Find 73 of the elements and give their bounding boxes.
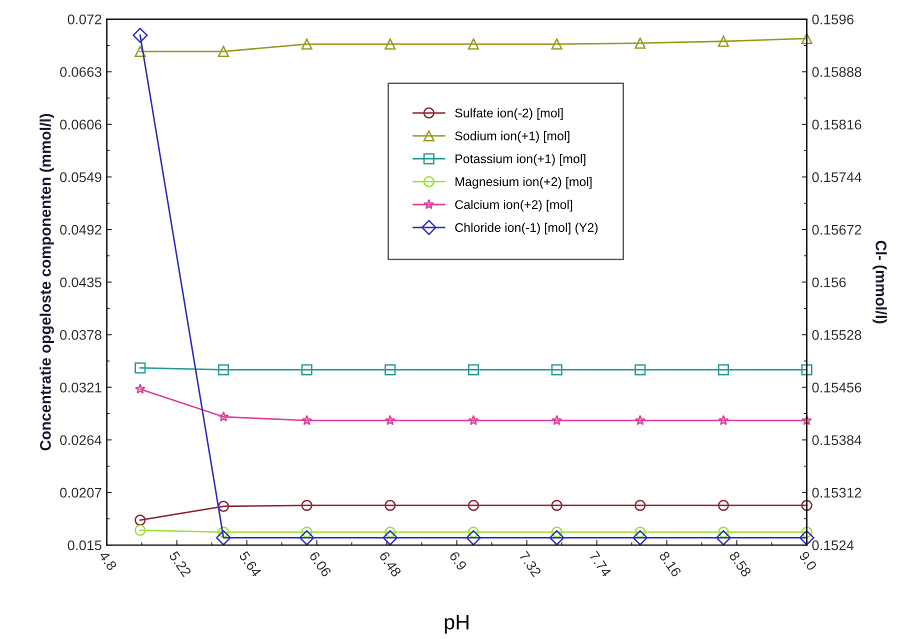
legend-label: Chloride ion(-1) [mol] (Y2) <box>455 222 598 234</box>
point <box>551 364 562 376</box>
point <box>301 364 312 376</box>
point <box>634 364 646 376</box>
y2-tick-label: 0.15888 <box>812 67 862 77</box>
point <box>134 362 146 374</box>
point <box>718 500 730 511</box>
point <box>801 364 812 376</box>
y-tick-label: 0.072 <box>68 14 102 24</box>
legend-label: Magnesium ion(+2) [mol] <box>456 176 592 189</box>
point <box>801 414 812 426</box>
point <box>551 414 562 426</box>
y-tick-label: 0.0549 <box>60 172 102 182</box>
y2-tick-label: 0.1596 <box>812 14 854 24</box>
point <box>384 500 396 511</box>
point <box>384 414 396 426</box>
point <box>468 364 480 376</box>
y-tick-label: 0.015 <box>68 540 102 550</box>
y2-tick-label: 0.1524 <box>812 540 854 550</box>
point <box>468 38 480 50</box>
point <box>301 38 312 50</box>
x-tick-label: 6.9 <box>448 550 468 572</box>
x-tick-label: 4.8 <box>98 550 118 572</box>
y-tick-label: 0.0321 <box>60 382 102 392</box>
point <box>468 500 480 511</box>
x-axis-title: pH <box>444 614 468 634</box>
y-tick-label: 0.0207 <box>60 488 102 498</box>
y2-tick-label: 0.15816 <box>812 120 862 130</box>
point <box>218 46 230 58</box>
y-tick-label: 0.0264 <box>60 435 102 446</box>
point <box>468 526 480 538</box>
y2-tick-label: 0.15456 <box>812 382 862 392</box>
y2-tick-label: 0.15384 <box>812 435 862 446</box>
point <box>218 411 229 422</box>
y-tick-label: 0.0435 <box>60 277 102 288</box>
point <box>551 500 562 511</box>
point <box>301 500 312 511</box>
point <box>718 414 729 426</box>
point <box>134 384 146 394</box>
legend-label: Sodium ion(+1) [mol] <box>455 131 570 143</box>
point <box>302 414 312 426</box>
point <box>384 364 396 376</box>
y2-tick-label: 0.15528 <box>812 330 862 340</box>
point <box>551 38 562 50</box>
point <box>218 500 230 512</box>
point <box>718 364 730 376</box>
point <box>634 500 646 511</box>
y2-axis-title: Cl- (mmol/l) <box>872 240 887 324</box>
x-tick-label: 9.0 <box>798 550 818 572</box>
point <box>801 32 812 44</box>
legend-label: Calcium ion(+2) [mol] <box>455 200 572 212</box>
point <box>134 514 146 526</box>
point <box>384 38 396 50</box>
y-tick-label: 0.0663 <box>60 67 102 77</box>
legend-label: Sulfate ion(-2) [mol] <box>455 108 563 120</box>
y2-tick-label: 0.156 <box>812 277 846 288</box>
point <box>718 36 730 47</box>
y-tick-label: 0.0606 <box>60 120 102 130</box>
y-tick-label: 0.0492 <box>60 224 102 235</box>
point <box>634 38 646 49</box>
y-axis-title: Concentratie opgeloste componenten (mmol/l) <box>40 114 54 450</box>
point <box>634 414 646 426</box>
point <box>218 364 230 376</box>
y2-tick-label: 0.15312 <box>812 488 862 498</box>
point <box>134 46 146 58</box>
y2-tick-label: 0.15744 <box>812 172 862 182</box>
y2-tick-label: 0.15672 <box>812 224 862 235</box>
point <box>134 524 146 536</box>
legend-label: Potassium ion(+1) [mol] <box>456 154 586 166</box>
point <box>468 414 479 426</box>
point <box>801 500 812 511</box>
point <box>218 526 230 538</box>
y-tick-label: 0.0378 <box>60 330 102 340</box>
